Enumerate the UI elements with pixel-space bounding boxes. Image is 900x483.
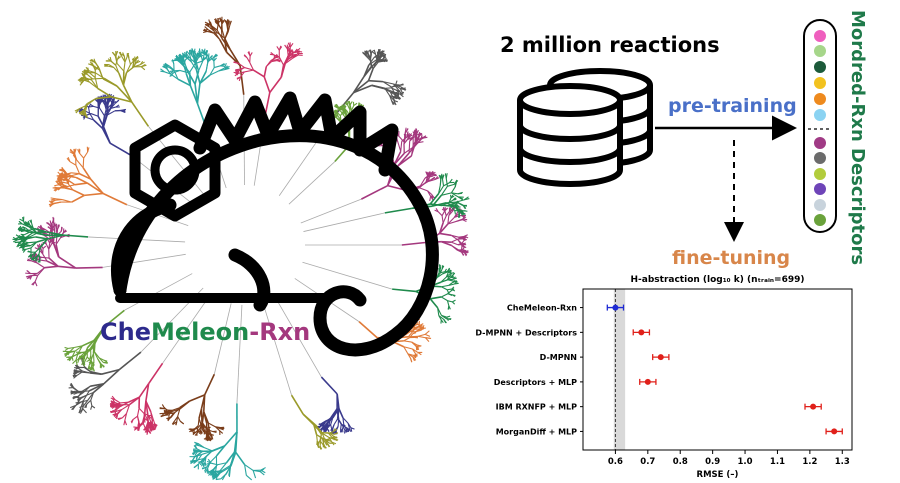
descriptor-dot [814, 77, 826, 89]
logo-part-rxn: -Rxn [249, 318, 310, 346]
descriptor-vector [803, 19, 837, 233]
chart-title: H-abstraction (log₁₀ k) (nₜᵣₐᵢₙ=699) [631, 275, 805, 285]
descriptor-dot [814, 93, 826, 105]
finetuning-label: fine-tuning [672, 247, 790, 269]
logo-part-che: Che [100, 318, 151, 346]
rmse-chart: H-abstraction (log₁₀ k) (nₜᵣₐᵢₙ=699) 0.6 0… [475, 275, 853, 480]
descriptor-dot [814, 137, 826, 149]
chameleon-logo-icon [110, 91, 439, 357]
category-label: D-MPNN [540, 353, 577, 362]
descriptor-dot [814, 199, 826, 211]
descriptor-dots [814, 30, 826, 226]
data-point [638, 329, 645, 336]
workflow-headline: 2 million reactions [500, 33, 720, 57]
category-label: MorganDiff + MLP [496, 427, 577, 436]
category-label: IBM RXNFP + MLP [496, 403, 578, 412]
descriptor-dot [814, 183, 826, 195]
reference-band [613, 289, 626, 450]
data-point [831, 428, 838, 435]
data-point [612, 304, 619, 311]
descriptor-label: Mordred-Rxn Descriptors [847, 10, 868, 265]
data-point [810, 403, 817, 410]
category-label: D-MPNN + Descriptors [475, 328, 577, 337]
x-tick-label: 0.6 [608, 457, 623, 467]
reaction-tree-cloud [12, 16, 470, 481]
data-point [644, 378, 651, 385]
pretraining-label: pre-training [668, 95, 797, 117]
logo-title: CheMeleon-Rxn [100, 318, 310, 346]
logo-part-meleon: Meleon [151, 318, 249, 346]
x-tick-label: 0.8 [673, 457, 688, 467]
descriptor-dot [814, 30, 826, 42]
database-icon [517, 68, 653, 187]
x-tick-label: 0.9 [705, 457, 720, 467]
x-tick-label: 1.1 [770, 457, 785, 467]
descriptor-dot [814, 45, 826, 57]
descriptor-dot [814, 109, 826, 121]
data-point [657, 354, 664, 361]
category-label: CheMeleon-Rxn [507, 304, 577, 313]
descriptor-dot [814, 152, 826, 164]
x-tick-label: 1.3 [835, 457, 850, 467]
x-tick-label: 1.0 [738, 457, 753, 467]
descriptor-dot [814, 168, 826, 180]
descriptor-dot [814, 214, 826, 226]
x-tick-label: 1.2 [802, 457, 817, 467]
x-axis-label: RMSE (–) [697, 470, 739, 480]
chart-frame [582, 288, 853, 451]
category-label: Descriptors + MLP [494, 378, 577, 387]
x-tick-label: 0.7 [640, 457, 655, 467]
descriptor-dot [814, 61, 826, 73]
